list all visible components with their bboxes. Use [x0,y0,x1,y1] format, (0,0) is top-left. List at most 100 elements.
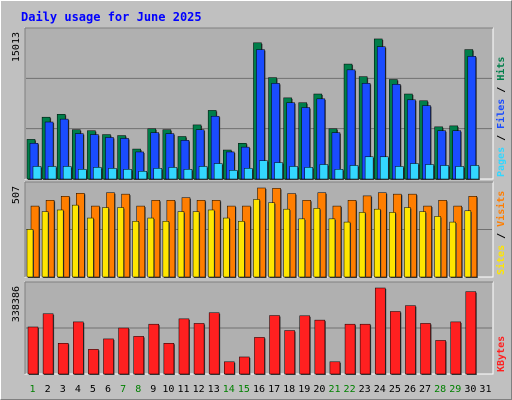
legend-visits-sites: Sites / Visits [495,191,507,275]
bar-kbytes-day-3 [57,342,70,375]
bar-sites-day-19 [298,218,306,278]
bar-kbytes-day-29-fill [450,321,461,375]
bar-pages-day-8-fill [138,171,147,180]
bar-sites-day-2-fill [41,211,49,278]
bar-pages-day-13 [213,163,224,180]
bar-kbytes-day-28-fill [435,340,446,375]
legend-separator: / [496,129,507,147]
day-label-31: 31 [479,384,491,395]
bar-pages-day-8 [138,171,148,180]
bar-pages-day-16 [259,160,269,180]
bar-sites-day-25 [389,212,397,278]
bar-pages-day-6 [108,168,118,180]
bar-kbytes-day-21 [329,361,341,375]
legend-hits-files-pages: Pages / Files / Hits [495,57,507,177]
bar-pages-day-11 [183,169,193,180]
bar-sites-day-22 [343,221,352,278]
bar-sites-day-10 [162,221,170,278]
day-label-25: 25 [389,384,401,395]
bar-kbytes-day-19-fill [299,315,310,375]
max-value-label-kbytes: 338386 [11,286,22,322]
day-label-7: 7 [120,384,126,395]
bar-pages-day-10 [168,167,178,180]
bar-sites-day-29-fill [449,221,456,278]
bar-pages-day-10-fill [168,167,178,180]
bar-sites-day-27-fill [419,211,426,278]
bar-sites-day-20-fill [313,208,321,278]
day-label-11: 11 [177,384,189,395]
bar-pages-day-24 [379,156,390,180]
legend-text-visits-sites: Sites / Visits [495,191,507,275]
bar-pages-day-11-fill [183,169,193,180]
day-label-24: 24 [374,384,386,395]
bar-files-day-22-fill [346,69,356,180]
bar-kbytes-day-16-fill [254,337,265,375]
day-label-15: 15 [238,384,250,395]
bar-pages-day-17 [274,162,284,180]
bar-pages-day-14 [229,170,239,180]
bar-kbytes-day-20 [314,319,326,375]
bar-pages-day-16-fill [259,160,268,180]
bar-kbytes-day-21-fill [329,361,341,375]
bar-sites-day-6-fill [102,207,109,278]
bar-kbytes-day-11 [178,318,190,375]
bar-kbytes-day-29 [450,321,462,375]
legend-kbytes: KBytes [496,336,507,372]
bar-sites-day-6 [102,207,110,278]
bar-pages-day-19-fill [304,167,313,180]
bar-pages-day-5-fill [93,167,102,180]
bar-kbytes-day-3-fill [57,342,69,375]
day-label-17: 17 [268,384,280,395]
bar-pages-day-2 [47,166,58,180]
bar-sites-day-5-fill [87,217,94,278]
bar-kbytes-day-18-fill [284,330,295,375]
bar-pages-day-21-fill [334,169,344,180]
bar-kbytes-day-9 [148,323,160,375]
bar-pages-day-30 [470,165,480,180]
bar-files-day-30-fill [467,56,477,180]
max-value-label-visits-sites: 507 [11,186,22,204]
legend-item-pages: Pages [496,147,507,177]
bar-sites-day-28 [434,216,442,278]
bar-sites-day-23-fill [358,212,366,278]
bar-pages-day-6-fill [108,168,117,180]
bar-kbytes-day-30-fill [465,291,477,375]
bar-sites-day-15-fill [238,221,245,278]
day-label-14: 14 [223,384,235,395]
day-label-29: 29 [449,384,461,395]
legend-text-kbytes: KBytes [496,336,507,372]
bar-pages-day-20-fill [319,164,329,180]
bar-kbytes-day-17 [269,315,281,375]
day-label-5: 5 [90,384,96,395]
bar-kbytes-day-16 [254,337,266,375]
bar-pages-day-26-fill [410,163,419,180]
bar-pages-day-20 [319,164,329,180]
legend-item-kbytes: KBytes [496,336,507,372]
bar-sites-day-7 [117,207,125,278]
bar-pages-day-3 [62,166,73,180]
bar-pages-day-29-fill [455,166,464,180]
bar-pages-day-19 [304,167,314,180]
bar-sites-day-13 [207,209,216,278]
bar-pages-day-30-fill [470,165,480,180]
bar-kbytes-day-8 [133,336,145,375]
day-label-6: 6 [105,384,111,395]
bar-files-day-16-fill [256,49,265,180]
chart-title: Daily usage for June 2025 [21,10,202,24]
bar-sites-day-30 [464,210,472,278]
bar-sites-day-1 [26,229,34,278]
bar-sites-day-11-fill [177,211,185,278]
bar-pages-day-5 [93,167,103,180]
bar-kbytes-day-24 [374,287,387,375]
bar-kbytes-day-19 [299,315,311,375]
bar-sites-day-2 [41,211,50,278]
bar-pages-day-24-fill [379,156,389,180]
bar-kbytes-day-1 [27,326,39,375]
bar-kbytes-day-23-fill [359,323,371,375]
bar-sites-day-4-fill [72,204,79,278]
bar-sites-day-8 [132,221,140,278]
bar-kbytes-day-28 [435,340,447,375]
bar-sites-day-30-fill [464,210,472,278]
bar-pages-day-18-fill [289,166,298,180]
bar-kbytes-day-1-fill [27,326,39,375]
